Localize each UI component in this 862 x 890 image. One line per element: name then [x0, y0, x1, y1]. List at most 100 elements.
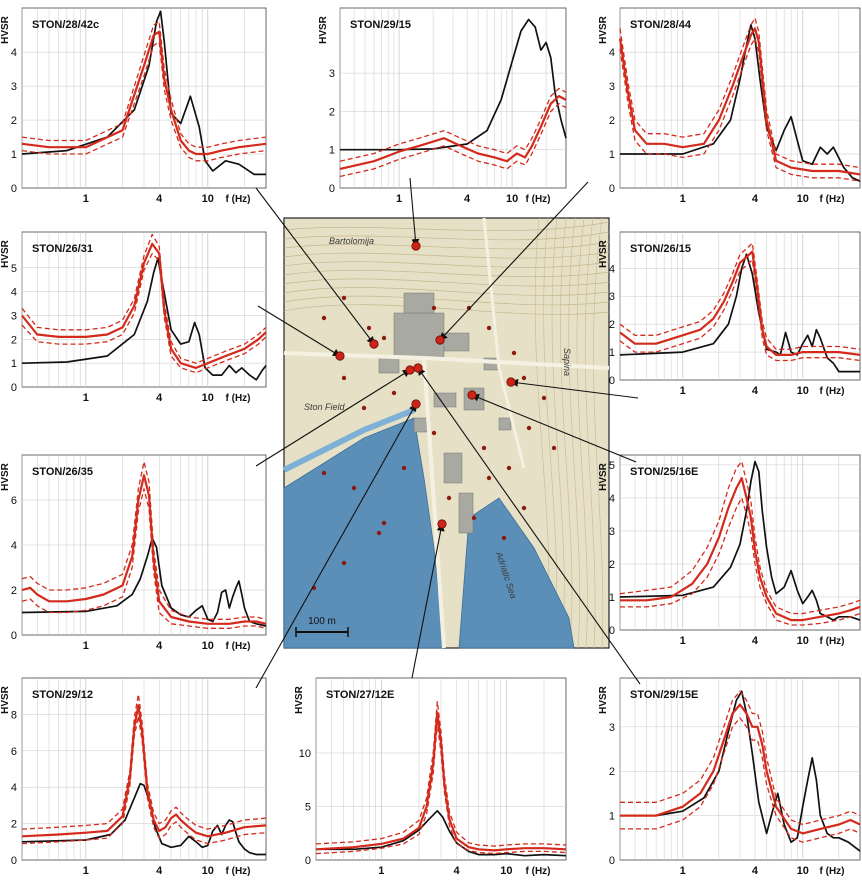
contour-line	[283, 287, 610, 296]
panel-title: STON/29/15E	[630, 689, 698, 701]
site-marker	[369, 339, 379, 349]
location-arrow	[417, 367, 641, 685]
road	[422, 357, 446, 649]
x-tick-label: 1	[680, 385, 686, 397]
grid	[21, 8, 266, 188]
location-arrow	[510, 378, 639, 399]
x-tick-label: 1	[83, 640, 89, 652]
x-tick-label: 1	[680, 635, 686, 647]
building-block	[443, 452, 463, 484]
location-arrow	[411, 523, 445, 679]
hvsr-curve-red-dashed	[619, 242, 861, 350]
x-tick-label: 10	[202, 392, 214, 404]
road	[482, 217, 526, 469]
site-marker	[335, 351, 345, 361]
y-tick-label: 5	[305, 801, 311, 813]
y-tick-label: 4	[609, 493, 615, 505]
contour-line	[560, 217, 573, 649]
hvsr-curve-black	[21, 782, 266, 856]
hvsr-curve-red-dashed	[21, 461, 267, 620]
location-arrow	[255, 369, 411, 467]
y-tick-label: 0	[305, 855, 311, 867]
x-axis-label: f (Hz)	[820, 866, 845, 877]
contour-line	[283, 278, 610, 287]
hvsr-curve-red-dashed	[619, 17, 861, 169]
hvsr-curve-red-dashed	[339, 103, 567, 178]
hvsr-curve-red-dashed	[315, 722, 567, 855]
grid	[339, 8, 566, 188]
y-tick-label: 1	[329, 145, 335, 157]
x-axis-label: f (Hz)	[226, 194, 251, 205]
y-axis-label: HVSR	[0, 239, 11, 268]
y-tick-label: 5	[11, 263, 17, 275]
y-tick-label: 3	[609, 291, 615, 303]
building-block	[378, 357, 400, 374]
hvsr-curve-red	[618, 27, 861, 176]
x-tick-label: 1	[680, 865, 686, 877]
y-tick-label: 2	[11, 334, 17, 346]
y-tick-label: 2	[609, 115, 615, 127]
x-axis-label: f (Hz)	[226, 393, 251, 404]
hvsr-curve-red-dashed	[315, 700, 567, 847]
y-tick-label: 3	[11, 81, 17, 93]
y-tick-label: 4	[609, 47, 615, 59]
x-tick-label: 10	[202, 640, 214, 652]
hvsr-panel: 0 1 2 3 4 1 4 10 f (Hz) HVSR STON/26/15	[598, 231, 861, 397]
y-tick-label: 0	[11, 630, 17, 642]
hvsr-curve-red-dashed	[21, 41, 267, 162]
measurement-point	[431, 305, 437, 311]
y-axis-label: HVSR	[0, 462, 11, 491]
y-tick-label: 4	[11, 782, 17, 794]
x-tick-label: 10	[797, 635, 809, 647]
measurement-point	[466, 305, 472, 311]
hvsr-curve-red-dashed	[620, 497, 861, 626]
hvsr-curve-black	[620, 24, 861, 182]
x-tick-label: 4	[752, 865, 759, 877]
y-tick-label: 3	[329, 68, 335, 80]
contour-line	[283, 221, 610, 232]
hvsr-curve-red	[620, 477, 861, 622]
y-tick-label: 10	[299, 748, 311, 760]
canal	[282, 407, 416, 473]
x-axis-label: f (Hz)	[820, 194, 845, 205]
contour-line	[568, 217, 581, 649]
y-tick-label: 1	[11, 149, 17, 161]
hvsr-curve-red	[619, 250, 861, 356]
grid	[619, 678, 860, 860]
x-tick-label: 4	[464, 193, 471, 205]
measurement-point	[366, 325, 372, 331]
location-arrow	[471, 393, 637, 463]
y-tick-label: 3	[609, 722, 615, 734]
measurement-point	[401, 465, 407, 471]
hvsr-panel: 0 1 2 3 4 1 4 10 f (Hz) HVSR STON/28/44	[598, 7, 861, 205]
y-tick-label: 6	[11, 746, 17, 758]
y-tick-label: 8	[11, 709, 17, 721]
contour-line	[283, 231, 610, 241]
y-tick-label: 4	[609, 263, 615, 275]
x-tick-label: 4	[156, 392, 163, 404]
hvsr-curve-black	[21, 537, 267, 627]
hvsr-curve-black	[340, 18, 567, 151]
hvsr-curve-red	[315, 711, 567, 852]
site-marker	[435, 335, 445, 345]
y-tick-label: 1	[11, 358, 17, 370]
y-tick-label: 1	[609, 149, 615, 161]
hvsr-curve-red	[21, 704, 267, 838]
measurement-point	[391, 390, 397, 396]
y-tick-label: 0	[609, 625, 615, 637]
x-axis-label: f (Hz)	[526, 866, 551, 877]
site-marker	[411, 399, 421, 409]
y-tick-label: 1	[609, 347, 615, 359]
y-tick-label: 2	[609, 319, 615, 331]
x-tick-label: 10	[202, 193, 214, 205]
building-block	[458, 492, 474, 534]
measurement-point	[341, 295, 347, 301]
y-tick-label: 0	[329, 183, 335, 195]
y-axis-label: HVSR	[318, 15, 329, 44]
x-tick-label: 4	[752, 385, 759, 397]
contour-line	[283, 295, 610, 306]
y-axis-label: HVSR	[0, 15, 11, 44]
measurement-point	[381, 520, 387, 526]
measurement-point	[481, 445, 487, 451]
site-marker	[437, 519, 447, 529]
